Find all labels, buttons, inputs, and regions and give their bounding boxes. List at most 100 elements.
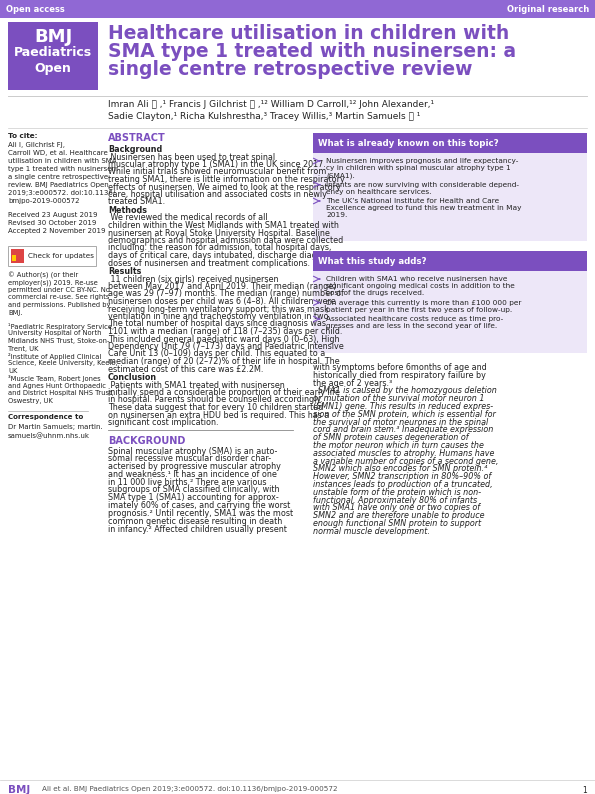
Text: Trent, UK: Trent, UK <box>8 345 39 352</box>
Text: Infants are now surviving with considerable depend-: Infants are now surviving with considera… <box>326 182 519 187</box>
Text: BMJ: BMJ <box>8 785 30 794</box>
Text: However, SMN2 transcription in 80%–90% of: However, SMN2 transcription in 80%–90% o… <box>313 472 491 481</box>
Text: with symptoms before 6months of age and: with symptoms before 6months of age and <box>313 363 487 372</box>
Text: 1101 with a median (range) of 118 (7–235) days per child.: 1101 with a median (range) of 118 (7–235… <box>108 327 342 336</box>
Text: with SMA1 have only one or two copies of: with SMA1 have only one or two copies of <box>313 503 480 512</box>
Text: The total number of hospital days since diagnosis was: The total number of hospital days since … <box>108 319 326 329</box>
Text: the survival of motor neurones in the spinal: the survival of motor neurones in the sp… <box>313 418 488 426</box>
Text: 1: 1 <box>583 786 587 794</box>
Text: Oswestry, UK: Oswestry, UK <box>8 398 53 404</box>
Text: on nusinersen an extra HDU bed is required. This has a: on nusinersen an extra HDU bed is requir… <box>108 410 330 419</box>
Text: Healthcare utilisation in children with: Healthcare utilisation in children with <box>108 24 509 43</box>
Text: Background: Background <box>108 145 162 154</box>
Text: cost of the drugs received.: cost of the drugs received. <box>326 291 424 296</box>
Text: demographics and hospital admission data were collected: demographics and hospital admission data… <box>108 236 343 245</box>
Text: Open: Open <box>35 62 71 75</box>
Text: age was 29 (7–97) months. The median (range) number of: age was 29 (7–97) months. The median (ra… <box>108 290 344 299</box>
Text: Ali et al. BMJ Paediatrics Open 2019;3:e000572. doi:10.1136/bmjpo-2019-000572: Ali et al. BMJ Paediatrics Open 2019;3:e… <box>42 786 337 792</box>
Text: Conclusion: Conclusion <box>108 373 157 382</box>
Text: treated SMA1.: treated SMA1. <box>108 198 165 206</box>
Text: Nusinersen has been used to treat spinal: Nusinersen has been used to treat spinal <box>108 152 275 161</box>
Text: and Agnes Hunt Orthopaedic: and Agnes Hunt Orthopaedic <box>8 383 106 389</box>
Bar <box>313 271 587 353</box>
Text: 11 children (six girls) received nusinersen: 11 children (six girls) received nusiner… <box>108 275 278 283</box>
Text: and permissions. Published by: and permissions. Published by <box>8 302 111 308</box>
Text: Excellence agreed to fund this new treatment in May: Excellence agreed to fund this new treat… <box>326 205 521 211</box>
Text: cord and brain stem.³ Inadequate expression: cord and brain stem.³ Inadequate express… <box>313 426 493 434</box>
Text: instances leads to production of a truncated,: instances leads to production of a trunc… <box>313 480 493 489</box>
Text: Check for updates: Check for updates <box>28 253 94 259</box>
Text: review. BMJ Paediatrics Open: review. BMJ Paediatrics Open <box>8 182 109 188</box>
Text: Carroll WD, et al. Healthcare: Carroll WD, et al. Healthcare <box>8 150 108 156</box>
Text: children within the West Midlands with SMA1 treated with: children within the West Midlands with S… <box>108 221 339 230</box>
Text: BMJ: BMJ <box>34 28 72 46</box>
Text: BMJ.: BMJ. <box>8 310 23 315</box>
Text: Nusinersen improves prognosis and life expectancy-: Nusinersen improves prognosis and life e… <box>326 158 518 164</box>
Text: SMA type 1 (SMA1) accounting for approx-: SMA type 1 (SMA1) accounting for approx- <box>108 493 278 503</box>
Text: patient per year in the first two years of follow-up.: patient per year in the first two years … <box>326 306 512 313</box>
Text: ²Institute of Applied Clinical: ²Institute of Applied Clinical <box>8 353 101 360</box>
Text: Patients with SMA1 treated with nusinersen: Patients with SMA1 treated with nusiners… <box>108 380 285 390</box>
Text: ABSTRACT: ABSTRACT <box>108 133 166 143</box>
Text: between May 2017 and April 2019. Their median (range): between May 2017 and April 2019. Their m… <box>108 282 336 291</box>
Text: samuels@uhnm.nhs.uk: samuels@uhnm.nhs.uk <box>8 433 90 439</box>
Text: Methods: Methods <box>108 206 147 215</box>
Text: commercial re-use. See rights: commercial re-use. See rights <box>8 295 109 300</box>
Text: historically died from respiratory failure by: historically died from respiratory failu… <box>313 371 486 380</box>
Text: enough functional SMN protein to support: enough functional SMN protein to support <box>313 519 481 528</box>
Text: Received 23 August 2019: Received 23 August 2019 <box>8 212 98 218</box>
Text: common genetic disease resulting in death: common genetic disease resulting in deat… <box>108 517 282 526</box>
Text: employer(s)) 2019. Re-use: employer(s)) 2019. Re-use <box>8 279 98 286</box>
Text: Sadie Clayton,¹ Richa Kulshrestha,³ Tracey Willis,³ Martin Samuels ⓘ ¹: Sadie Clayton,¹ Richa Kulshrestha,³ Trac… <box>108 112 421 121</box>
Text: ³Muscle Team, Robert Jones: ³Muscle Team, Robert Jones <box>8 376 101 383</box>
Text: Associated healthcare costs reduce as time pro-: Associated healthcare costs reduce as ti… <box>326 316 503 322</box>
Bar <box>11 249 24 263</box>
Text: acterised by progressive muscular atrophy: acterised by progressive muscular atroph… <box>108 462 281 471</box>
Text: Dr Martin Samuels; martin.: Dr Martin Samuels; martin. <box>8 425 103 430</box>
Text: type 1 treated with nusinersen:: type 1 treated with nusinersen: <box>8 166 118 172</box>
Text: (SMN1) gene. This results in reduced expres-: (SMN1) gene. This results in reduced exp… <box>313 402 493 411</box>
Bar <box>313 251 587 353</box>
Bar <box>313 251 587 271</box>
Text: in hospital. Parents should be counselled accordingly.: in hospital. Parents should be counselle… <box>108 395 322 404</box>
Text: gresses and are less in the second year of life.: gresses and are less in the second year … <box>326 323 497 330</box>
Text: somal recessive muscular disorder char-: somal recessive muscular disorder char- <box>108 454 271 464</box>
Text: Accepted 2 November 2019: Accepted 2 November 2019 <box>8 228 105 234</box>
Text: Revised 30 October 2019: Revised 30 October 2019 <box>8 220 96 226</box>
Text: cy in children with spinal muscular atrophy type 1: cy in children with spinal muscular atro… <box>326 165 511 172</box>
Text: doses of nusinersen and treatment complications.: doses of nusinersen and treatment compli… <box>108 259 310 268</box>
Text: Care Unit 13 (0–109) days per child. This equated to a: Care Unit 13 (0–109) days per child. Thi… <box>108 349 325 359</box>
Text: functional. Approximately 80% of infants: functional. Approximately 80% of infants <box>313 495 477 505</box>
Text: sion of the SMN protein, which is essential for: sion of the SMN protein, which is essent… <box>313 410 496 418</box>
Text: nusinersen doses per child was 6 (4–8). All children were: nusinersen doses per child was 6 (4–8). … <box>108 297 336 306</box>
Text: What is already known on this topic?: What is already known on this topic? <box>318 138 499 148</box>
Text: 2019;3:e000572. doi:10.1136/: 2019;3:e000572. doi:10.1136/ <box>8 190 115 196</box>
Text: of SMN protein causes degeneration of: of SMN protein causes degeneration of <box>313 434 469 442</box>
Text: utilisation in children with SMA: utilisation in children with SMA <box>8 158 117 164</box>
Text: Dependency Unit 79 (7–173) days and Paediatric Intensive: Dependency Unit 79 (7–173) days and Paed… <box>108 342 344 351</box>
Text: the motor neuron which in turn causes the: the motor neuron which in turn causes th… <box>313 441 484 450</box>
Text: imately 60% of cases, and carrying the worst: imately 60% of cases, and carrying the w… <box>108 501 290 510</box>
Text: care, hospital utilisation and associated costs in newly: care, hospital utilisation and associate… <box>108 190 327 199</box>
Text: associated muscles to atrophy. Humans have: associated muscles to atrophy. Humans ha… <box>313 449 494 458</box>
Text: Original research: Original research <box>507 5 589 13</box>
Text: This included general paediatric ward days 0 (0–63), High: This included general paediatric ward da… <box>108 334 340 344</box>
Text: ventilation in nine and tracheostomy ventilation in two.: ventilation in nine and tracheostomy ven… <box>108 312 331 321</box>
Text: and District Hospital NHS Trust,: and District Hospital NHS Trust, <box>8 391 114 396</box>
Text: in 11 000 live births.² There are various: in 11 000 live births.² There are variou… <box>108 478 267 487</box>
Text: the age of 2 years.³: the age of 2 years.³ <box>313 379 392 387</box>
Text: Spinal muscular atrophy (SMA) is an auto-: Spinal muscular atrophy (SMA) is an auto… <box>108 446 277 456</box>
Text: SMA1 is caused by the homozygous deletion: SMA1 is caused by the homozygous deletio… <box>313 387 497 395</box>
Text: significant ongoing medical costs in addition to the: significant ongoing medical costs in add… <box>326 283 515 289</box>
Text: a variable number of copies of a second gene,: a variable number of copies of a second … <box>313 457 499 465</box>
Text: © Author(s) (or their: © Author(s) (or their <box>8 272 79 279</box>
Text: days of critical care, days intubated, discharge diagnosis,: days of critical care, days intubated, d… <box>108 251 340 260</box>
Text: initially spend a considerable proportion of their early life: initially spend a considerable proportio… <box>108 388 340 397</box>
Text: nusinersen at Royal Stoke University Hospital. Baseline: nusinersen at Royal Stoke University Hos… <box>108 229 330 237</box>
Text: These data suggest that for every 10 children started: These data suggest that for every 10 chi… <box>108 403 323 412</box>
Text: Ali I, Gilchrist FJ,: Ali I, Gilchrist FJ, <box>8 142 65 148</box>
Text: SMN2 and are therefore unable to produce: SMN2 and are therefore unable to produce <box>313 511 484 520</box>
Text: prognosis.² Until recently, SMA1 was the most: prognosis.² Until recently, SMA1 was the… <box>108 509 293 518</box>
Bar <box>313 133 587 153</box>
Text: permitted under CC BY-NC. No: permitted under CC BY-NC. No <box>8 287 110 293</box>
